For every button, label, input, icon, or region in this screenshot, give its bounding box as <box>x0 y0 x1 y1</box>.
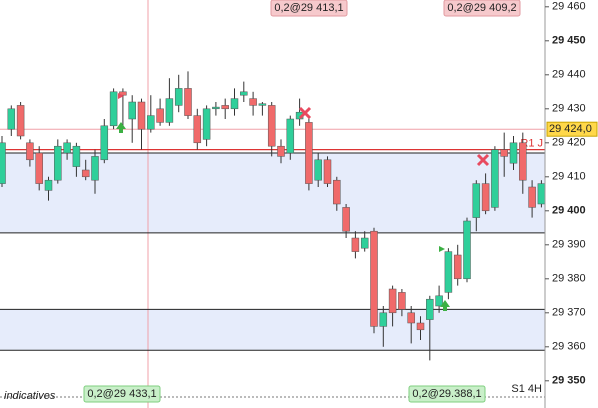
candle-body <box>109 91 118 127</box>
price-tag-label: 29 424,0 <box>549 123 592 135</box>
candle-body <box>370 230 378 327</box>
candle-body <box>323 159 332 184</box>
y-tick-label: 29 440 <box>552 69 586 81</box>
candle-body <box>314 159 322 181</box>
candle-body <box>500 149 508 157</box>
candle-body <box>435 295 443 307</box>
candle-body <box>156 108 164 123</box>
candle-body <box>26 142 34 161</box>
y-tick-label: 29 390 <box>552 239 586 251</box>
flag <box>118 93 124 99</box>
candle-body <box>491 149 499 208</box>
candle-body <box>519 142 527 181</box>
zone <box>0 153 545 233</box>
footer-right: S1 4H <box>511 383 542 395</box>
candle-body <box>426 298 434 320</box>
candle-body <box>398 292 406 310</box>
candle-body <box>128 101 136 120</box>
sell-cross <box>298 106 312 120</box>
candle-body <box>193 115 202 144</box>
candle-body <box>388 288 397 314</box>
candle-body <box>54 145 62 181</box>
candle-body <box>305 122 313 184</box>
axis-background <box>545 0 598 408</box>
bottom-label: 0,2@29 433,1 <box>87 388 156 400</box>
y-tick-label: 29 350 <box>552 375 586 387</box>
candle-body <box>528 186 536 208</box>
buy-arrow <box>116 122 126 133</box>
buy-arrow <box>440 300 450 311</box>
sell-cross <box>476 153 490 167</box>
candle-body <box>100 125 109 161</box>
candle-body <box>453 254 462 280</box>
flag <box>439 246 445 252</box>
y-tick-label: 29 370 <box>552 307 586 319</box>
candle-body <box>137 101 146 130</box>
y-tick-label: 29 410 <box>552 171 586 183</box>
y-tick-label: 29 380 <box>552 273 586 285</box>
candle-body <box>286 118 295 154</box>
candle-body <box>35 152 43 184</box>
candle-body <box>184 88 192 116</box>
candle-body <box>416 322 425 331</box>
bottom-label-box <box>83 385 161 403</box>
y-tick-label: 29 420 <box>552 137 586 149</box>
candle-body <box>212 106 220 110</box>
bottom-label: 0,2@29.388,1 <box>412 388 481 400</box>
candle-body <box>165 98 174 123</box>
candle-body <box>267 105 276 147</box>
top-label-box <box>443 0 521 17</box>
candle-body <box>230 98 239 110</box>
candle-body <box>240 91 248 96</box>
candle-body <box>249 98 257 106</box>
candle-body <box>174 88 183 106</box>
candle-body <box>63 142 71 154</box>
y-tick-label: 29 460 <box>552 1 586 13</box>
candle-body <box>509 142 518 164</box>
candle-body <box>7 108 16 130</box>
candle-body <box>147 115 155 130</box>
candle-body <box>44 179 53 191</box>
candle-body <box>472 183 481 218</box>
top-label: 0,2@29 413,1 <box>274 2 343 14</box>
candle-body <box>351 237 360 252</box>
y-tick-label: 29 360 <box>552 341 586 353</box>
candle-body <box>333 179 341 205</box>
y-tick-label: 29 400 <box>552 205 586 217</box>
candle-body <box>481 183 490 212</box>
zone <box>0 309 545 351</box>
candle-body <box>16 105 25 137</box>
footer-left: indicatives <box>4 390 56 402</box>
candle-body <box>258 103 267 106</box>
candle-body <box>221 105 229 110</box>
candle-body <box>360 237 369 249</box>
candle-body <box>0 142 6 184</box>
candle-body <box>91 156 99 181</box>
price-tag <box>546 121 598 137</box>
candle-body <box>72 145 81 167</box>
y-tick-label: 29 430 <box>552 103 586 115</box>
markers <box>116 93 490 311</box>
bottom-label-box <box>408 385 486 403</box>
candle-body <box>379 312 388 327</box>
candle-body <box>277 145 285 157</box>
top-label: 0,2@29 409,2 <box>447 2 516 14</box>
top-label-box <box>270 0 348 17</box>
candle-body <box>202 108 211 140</box>
candle-body <box>537 183 546 205</box>
candle-body <box>463 220 471 280</box>
candle-body <box>407 312 415 324</box>
y-tick-label: 29 450 <box>552 35 586 47</box>
candle-body <box>119 91 127 96</box>
candle-body <box>81 169 90 178</box>
candle-body <box>342 207 350 232</box>
candle-body <box>444 251 453 293</box>
